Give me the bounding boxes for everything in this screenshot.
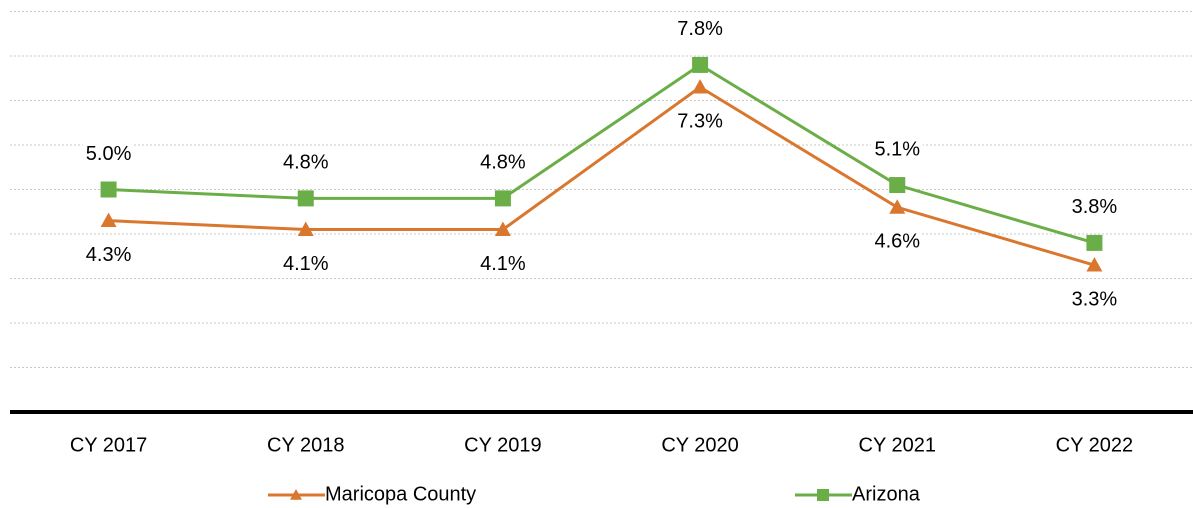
point	[889, 177, 906, 194]
point	[297, 190, 314, 207]
data-label: 7.3%	[677, 110, 723, 132]
data-label: 3.8%	[1072, 196, 1118, 218]
legend-marker	[817, 489, 829, 501]
point	[1086, 257, 1103, 272]
point	[692, 79, 709, 94]
series-line	[108, 85, 1095, 267]
data-label: 4.1%	[480, 253, 526, 275]
series-line	[108, 63, 1095, 245]
legend-label: Maricopa County	[325, 483, 476, 505]
data-label: 3.3%	[1072, 288, 1118, 310]
data-label: 4.8%	[283, 152, 329, 174]
x-tick-label: CY 2018	[267, 434, 344, 456]
data-label: 4.6%	[874, 231, 920, 253]
legend-label: Arizona	[852, 483, 921, 505]
x-tick-label: CY 2022	[1056, 434, 1133, 456]
x-tick-label: CY 2020	[661, 434, 738, 456]
point	[297, 221, 314, 236]
point	[494, 221, 511, 236]
x-tick-label: CY 2021	[859, 434, 936, 456]
point	[692, 56, 709, 73]
legend-marker	[290, 489, 302, 500]
point	[494, 190, 511, 207]
point	[889, 199, 906, 214]
data-label: 4.1%	[283, 253, 329, 275]
data-label: 4.3%	[86, 244, 132, 266]
data-label: 4.8%	[480, 152, 526, 174]
data-label: 5.1%	[874, 138, 920, 160]
x-tick-label: CY 2017	[70, 434, 147, 456]
data-label: 5.0%	[86, 143, 132, 165]
point	[100, 212, 117, 228]
data-label: 7.8%	[677, 18, 723, 40]
point	[100, 181, 117, 198]
point	[1086, 234, 1103, 251]
x-tick-label: CY 2019	[464, 434, 541, 456]
